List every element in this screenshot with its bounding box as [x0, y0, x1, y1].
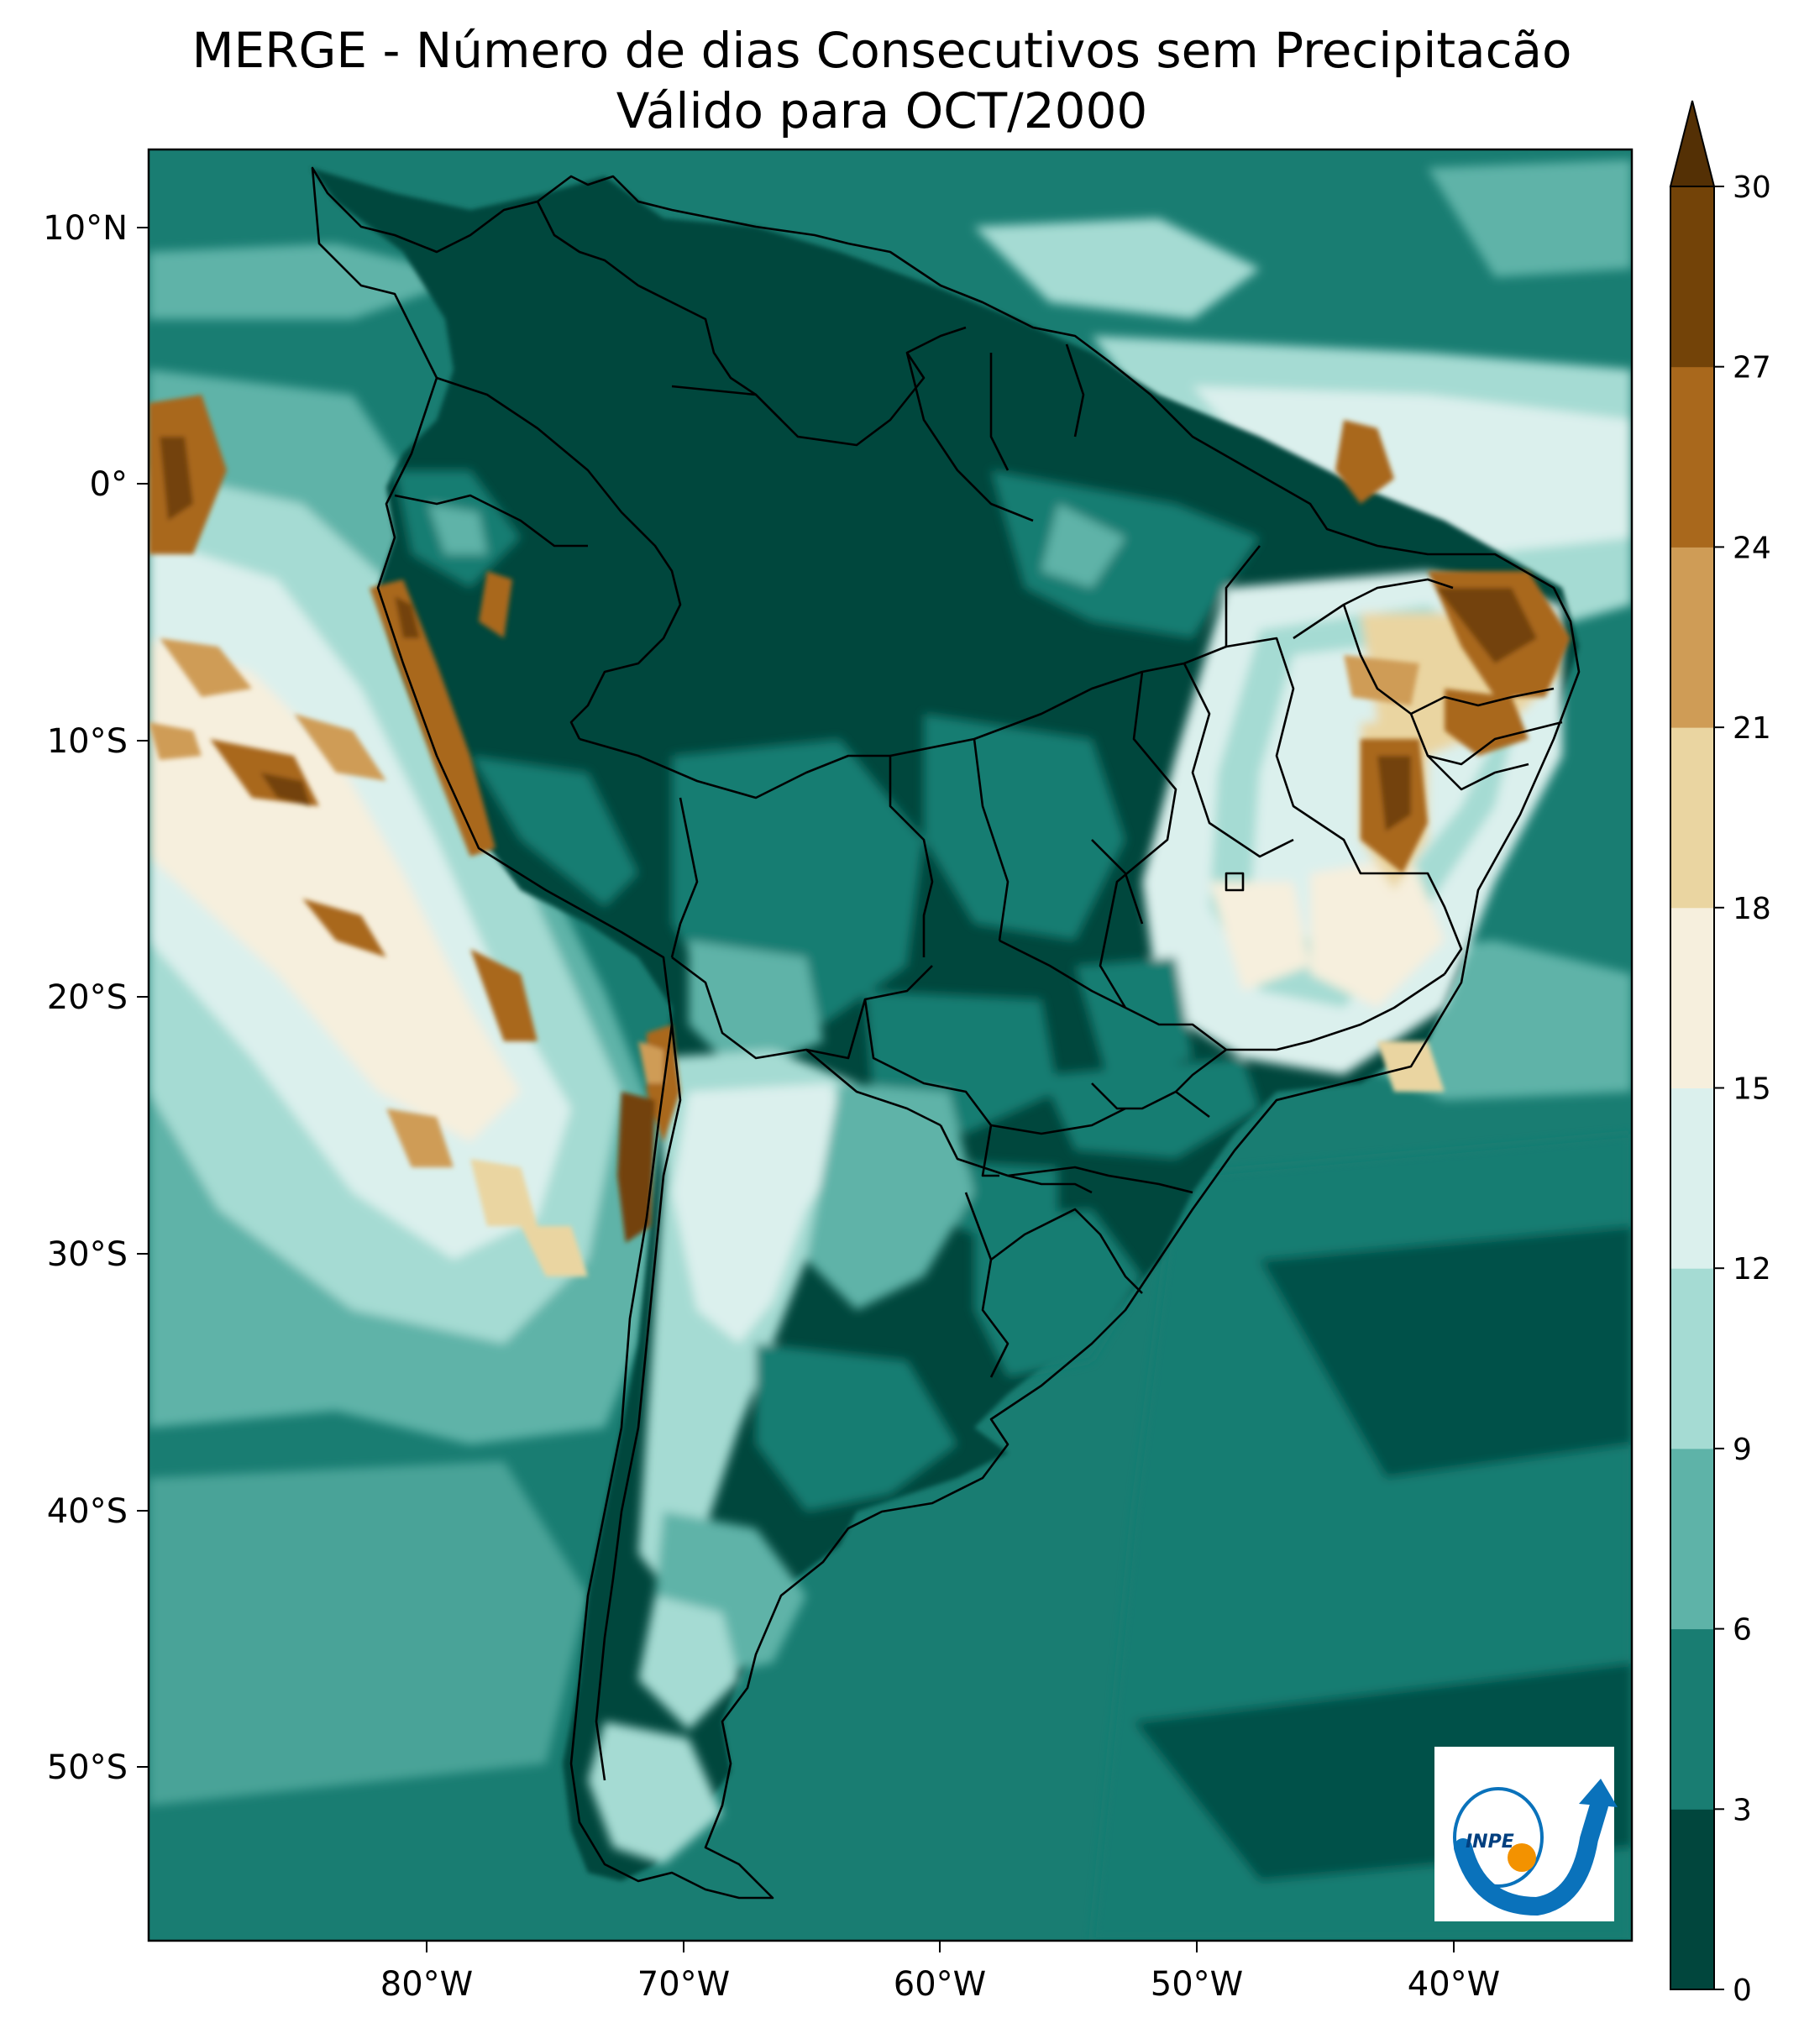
colorbar-segment [1670, 547, 1714, 728]
colorbar-segment [1670, 907, 1714, 1088]
map-frame [147, 148, 1634, 1942]
colorbar-segment [1670, 1088, 1714, 1269]
map-subtitle: Válido para OCT/2000 [616, 82, 1148, 139]
lat-label-0: 0° [90, 465, 128, 504]
colorbar: 0 3 6 9 12 15 18 21 24 27 30 [1669, 100, 1771, 2008]
colorbar-tick-label: 6 [1733, 1613, 1752, 1648]
colorbar-segment [1670, 366, 1714, 548]
map-panel [149, 149, 1632, 1941]
lon-label-80w: 80°W [380, 1965, 473, 2004]
colorbar-extend-arrow [1669, 100, 1716, 187]
colorbar-tick-label: 9 [1733, 1433, 1752, 1467]
lon-label-60w: 60°W [894, 1965, 986, 2004]
map-title: MERGE - Número de dias Consecutivos sem … [191, 22, 1572, 79]
logo-dot-icon [1508, 1843, 1536, 1872]
colorbar-segment [1670, 1628, 1714, 1810]
colorbar-segment [1670, 727, 1714, 909]
lat-label-10s: 10°S [47, 722, 128, 761]
logo-swoosh-icon [1454, 1796, 1608, 1916]
lon-label-40w: 40°W [1408, 1965, 1500, 2004]
colorbar-tick-label: 30 [1733, 170, 1771, 205]
colorbar-tick-label: 21 [1733, 711, 1771, 746]
colorbar-segment [1670, 1809, 1714, 1990]
colorbar-tick-label: 15 [1733, 1072, 1771, 1107]
lon-label-70w: 70°W [637, 1965, 730, 2004]
longitude-axis: 80°W 70°W 60°W 50°W 40°W [380, 1941, 1500, 2004]
colorbar-tick-label: 18 [1733, 892, 1771, 926]
colorbar-tick-label: 0 [1733, 1973, 1752, 2008]
inpe-logo: INPE [1434, 1747, 1618, 1921]
lat-label-10n: 10°N [43, 209, 128, 248]
lat-label-30s: 30°S [47, 1235, 128, 1274]
logo-ring-icon [1453, 1787, 1544, 1888]
colorbar-segment [1670, 1268, 1714, 1449]
colorbar-segment [1670, 1448, 1714, 1630]
lon-label-50w: 50°W [1151, 1965, 1243, 2004]
logo-text: INPE [1466, 1832, 1514, 1853]
lat-label-40s: 40°S [47, 1492, 128, 1531]
colorbar-tick-label: 27 [1733, 351, 1771, 385]
latitude-axis: 10°N 0° 10°S 20°S 30°S 40°S 50°S [43, 209, 149, 1787]
colorbar-segment [1670, 186, 1714, 368]
logo-arrow-icon [1579, 1779, 1618, 1807]
lat-label-50s: 50°S [47, 1748, 128, 1787]
lat-label-20s: 20°S [47, 978, 128, 1017]
colorbar-tick-label: 3 [1733, 1793, 1752, 1827]
colorbar-tick-label: 24 [1733, 531, 1771, 565]
colorbar-tick-label: 12 [1733, 1252, 1771, 1287]
country-borders [311, 166, 1581, 1900]
